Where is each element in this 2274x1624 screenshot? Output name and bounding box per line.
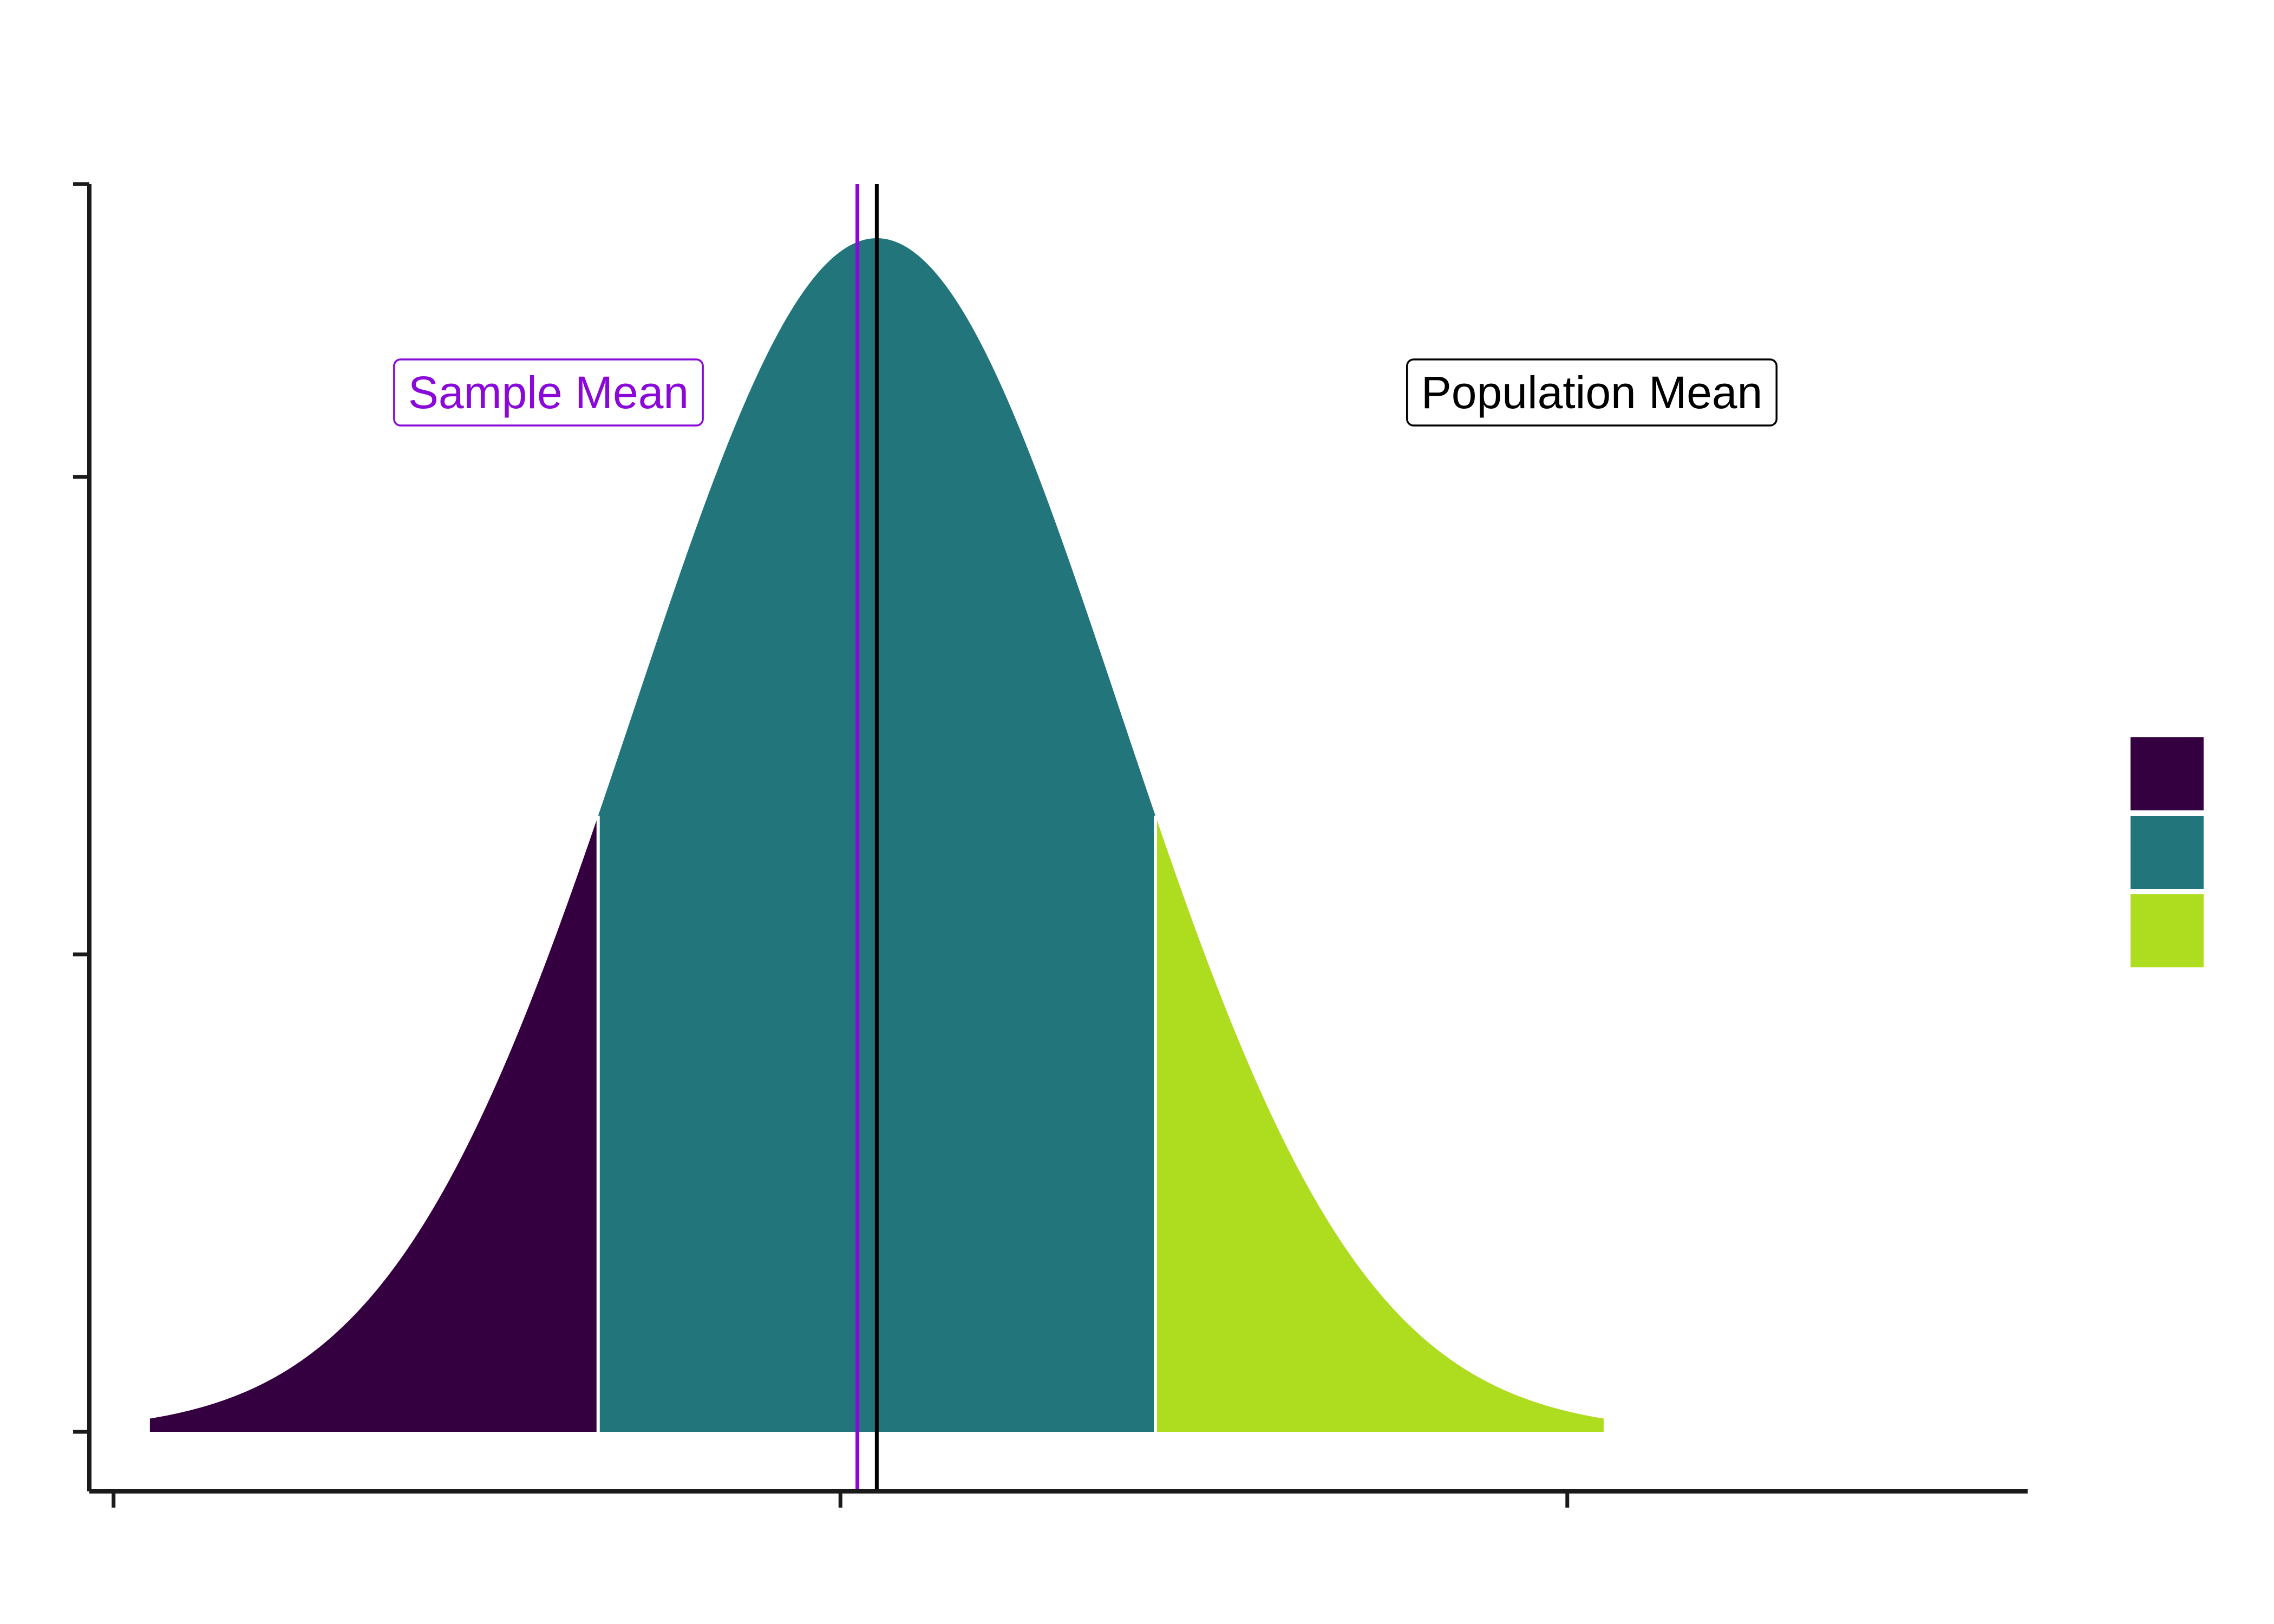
sample-mean-label-text: Sample Mean <box>408 367 689 418</box>
population-mean-label-text: Population Mean <box>1421 367 1762 418</box>
legend-swatch-1 <box>2131 737 2204 810</box>
sample-mean-label: Sample Mean <box>393 358 704 427</box>
region-separators <box>596 815 1157 1432</box>
axes <box>73 182 2028 1508</box>
x-axis-ticks <box>112 1491 1570 1508</box>
legend-swatch-3 <box>2131 894 2204 967</box>
legend <box>2131 737 2204 967</box>
population-mean-label: Population Mean <box>1406 358 1778 427</box>
density-region-1 <box>149 815 598 1432</box>
density-region-3 <box>1155 815 1604 1432</box>
sample-mean-label-box <box>393 358 704 427</box>
y-axis-ticks <box>73 182 89 1434</box>
population-mean-label-box <box>1406 358 1778 427</box>
legend-swatch-2 <box>2131 816 2204 889</box>
